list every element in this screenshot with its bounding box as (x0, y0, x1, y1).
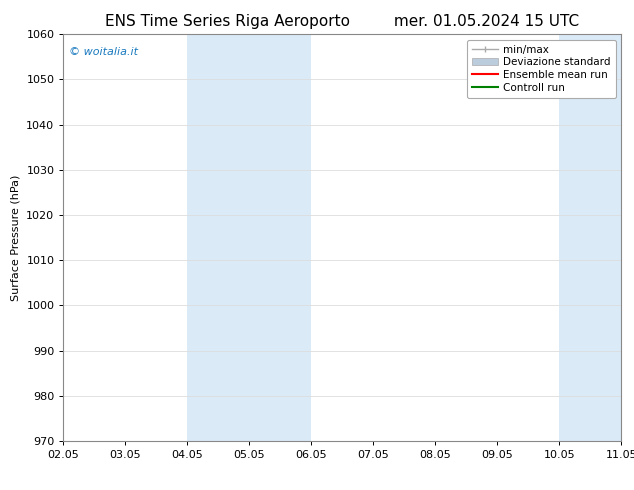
Legend: min/max, Deviazione standard, Ensemble mean run, Controll run: min/max, Deviazione standard, Ensemble m… (467, 40, 616, 98)
Bar (188, 34, 311, 441)
Y-axis label: Surface Pressure (hPa): Surface Pressure (hPa) (11, 174, 21, 301)
Text: © woitalia.it: © woitalia.it (69, 47, 138, 56)
Bar (559, 34, 634, 441)
Title: ENS Time Series Riga Aeroporto         mer. 01.05.2024 15 UTC: ENS Time Series Riga Aeroporto mer. 01.0… (105, 14, 579, 29)
